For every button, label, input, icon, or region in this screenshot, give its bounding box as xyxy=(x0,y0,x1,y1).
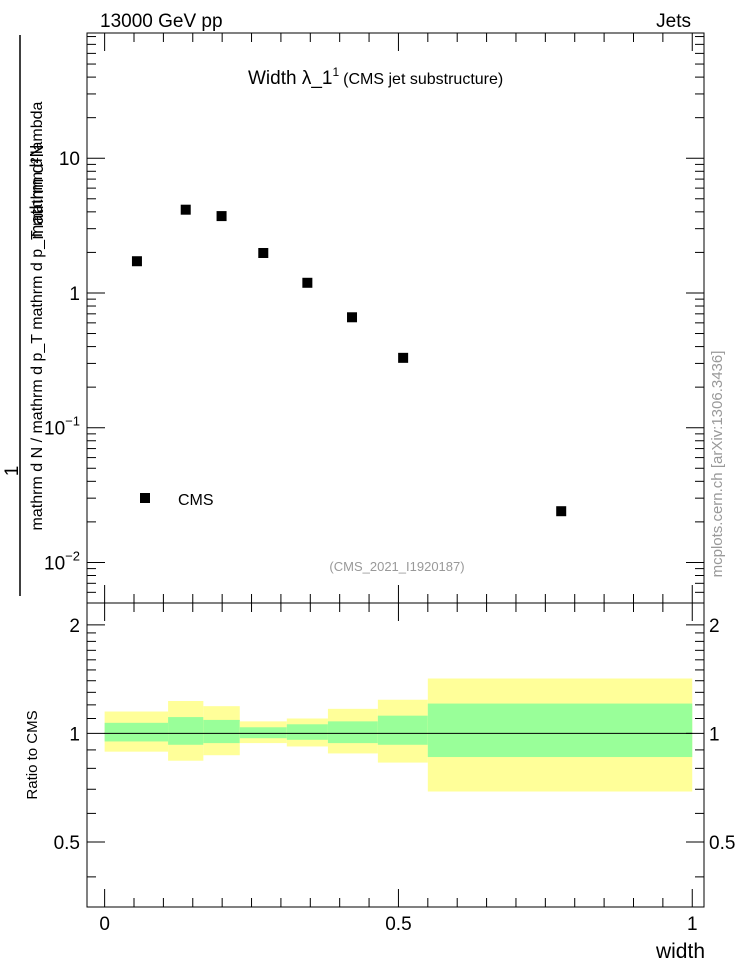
ratio-band-inner xyxy=(239,727,287,739)
x-tick-label: 0.5 xyxy=(385,914,411,935)
main-y-axis-label: 1 mathrm d²N mathrm d N / mathrm d p_T m… xyxy=(2,35,47,596)
ratio-band-inner xyxy=(104,722,169,742)
data-point xyxy=(347,312,358,323)
main-y-tick-label: 10−2 xyxy=(44,548,80,574)
data-point xyxy=(131,256,142,267)
ylabel-fraction-denominator: mathrm d N / mathrm d p_T mathrm d p_T m… xyxy=(29,101,46,530)
ratio-y-axis-label: Ratio to CMS xyxy=(24,710,41,799)
ratio-x-tick-labels: 0 0.5 1 xyxy=(99,914,697,935)
ratio-band-inner xyxy=(377,715,428,745)
plot-title: Width λ_11 (CMS jet substructure) xyxy=(248,65,503,89)
header-process: Jets xyxy=(656,11,691,32)
header-energy: 13000 GeV pp xyxy=(100,11,223,32)
main-data-points xyxy=(131,204,567,517)
reference-label: (CMS_2021_I1920187) xyxy=(329,559,464,574)
ratio-y-tick-label-right: 2 xyxy=(709,616,720,637)
legend-label: CMS xyxy=(178,492,214,509)
main-plot-frame xyxy=(86,32,705,604)
ratio-y-tick-label-right: 0.5 xyxy=(709,833,735,854)
x-axis-label: width xyxy=(655,940,705,963)
ratio-band-inner xyxy=(327,721,378,744)
data-point xyxy=(216,211,227,222)
main-y-tick-labels: 10−2 10−1 1 10 xyxy=(44,149,80,574)
ratio-band-inner xyxy=(168,717,204,745)
ratio-y-tick-label-right: 1 xyxy=(709,724,720,745)
data-point xyxy=(556,506,567,517)
ratio-y-tick-labels: 0.5 0.5 1 1 2 2 xyxy=(54,616,736,854)
ylabel-fraction-numerator: mathrm d²N xyxy=(27,144,47,239)
x-tick-label: 0 xyxy=(99,914,110,935)
ratio-band-inner xyxy=(427,703,693,758)
ratio-axis-ticks xyxy=(87,603,704,907)
side-label: mcplots.cern.ch [arXiv:1306.3436] xyxy=(709,351,726,578)
x-tick-label: 1 xyxy=(687,914,698,935)
main-y-tick-label: 1 xyxy=(69,284,80,305)
ratio-y-tick-label-left: 1 xyxy=(69,724,80,745)
data-point xyxy=(398,352,409,363)
ratio-bands xyxy=(104,678,693,792)
plot-title-main: Width λ_1 xyxy=(248,68,332,89)
data-point xyxy=(302,277,313,288)
plot-title-sub: (CMS jet substructure) xyxy=(343,71,503,88)
data-point xyxy=(258,247,269,258)
ratio-band-inner xyxy=(203,719,240,744)
ratio-band-inner xyxy=(286,724,328,740)
ylabel-numerator: 1 xyxy=(2,466,23,477)
legend-marker xyxy=(140,493,150,503)
main-axis-ticks xyxy=(87,33,704,604)
main-y-tick-label: 10 xyxy=(59,149,80,170)
ratio-y-tick-label-left: 0.5 xyxy=(54,833,80,854)
ratio-y-tick-label-left: 2 xyxy=(69,616,80,637)
ratio-plot-frame xyxy=(86,602,705,908)
main-y-tick-label: 10−1 xyxy=(44,414,80,440)
plot-title-sup: 1 xyxy=(332,65,339,79)
data-point xyxy=(180,204,191,215)
